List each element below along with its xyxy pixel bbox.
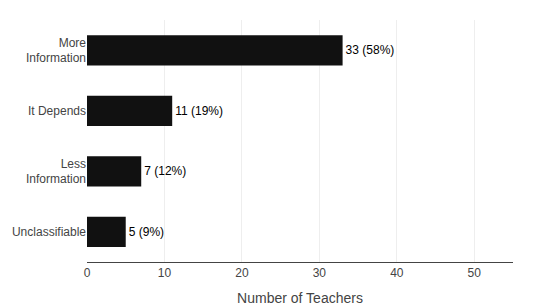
svg-text:MoreInformation: MoreInformation xyxy=(26,36,86,66)
svg-text:10: 10 xyxy=(158,266,172,280)
svg-text:Number of Teachers: Number of Teachers xyxy=(237,290,363,306)
svg-text:20: 20 xyxy=(235,266,249,280)
svg-text:Unclassifiable: Unclassifiable xyxy=(12,225,86,239)
svg-text:5 (9%): 5 (9%) xyxy=(129,225,164,239)
svg-text:30: 30 xyxy=(313,266,327,280)
svg-text:11 (19%): 11 (19%) xyxy=(175,104,223,118)
svg-text:LessInformation: LessInformation xyxy=(26,157,86,187)
svg-text:40: 40 xyxy=(390,266,404,280)
svg-text:50: 50 xyxy=(468,266,482,280)
svg-text:7 (12%): 7 (12%) xyxy=(144,164,186,178)
svg-text:33 (58%): 33 (58%) xyxy=(346,43,395,57)
svg-text:It Depends: It Depends xyxy=(28,104,86,118)
svg-text:0: 0 xyxy=(84,266,91,280)
